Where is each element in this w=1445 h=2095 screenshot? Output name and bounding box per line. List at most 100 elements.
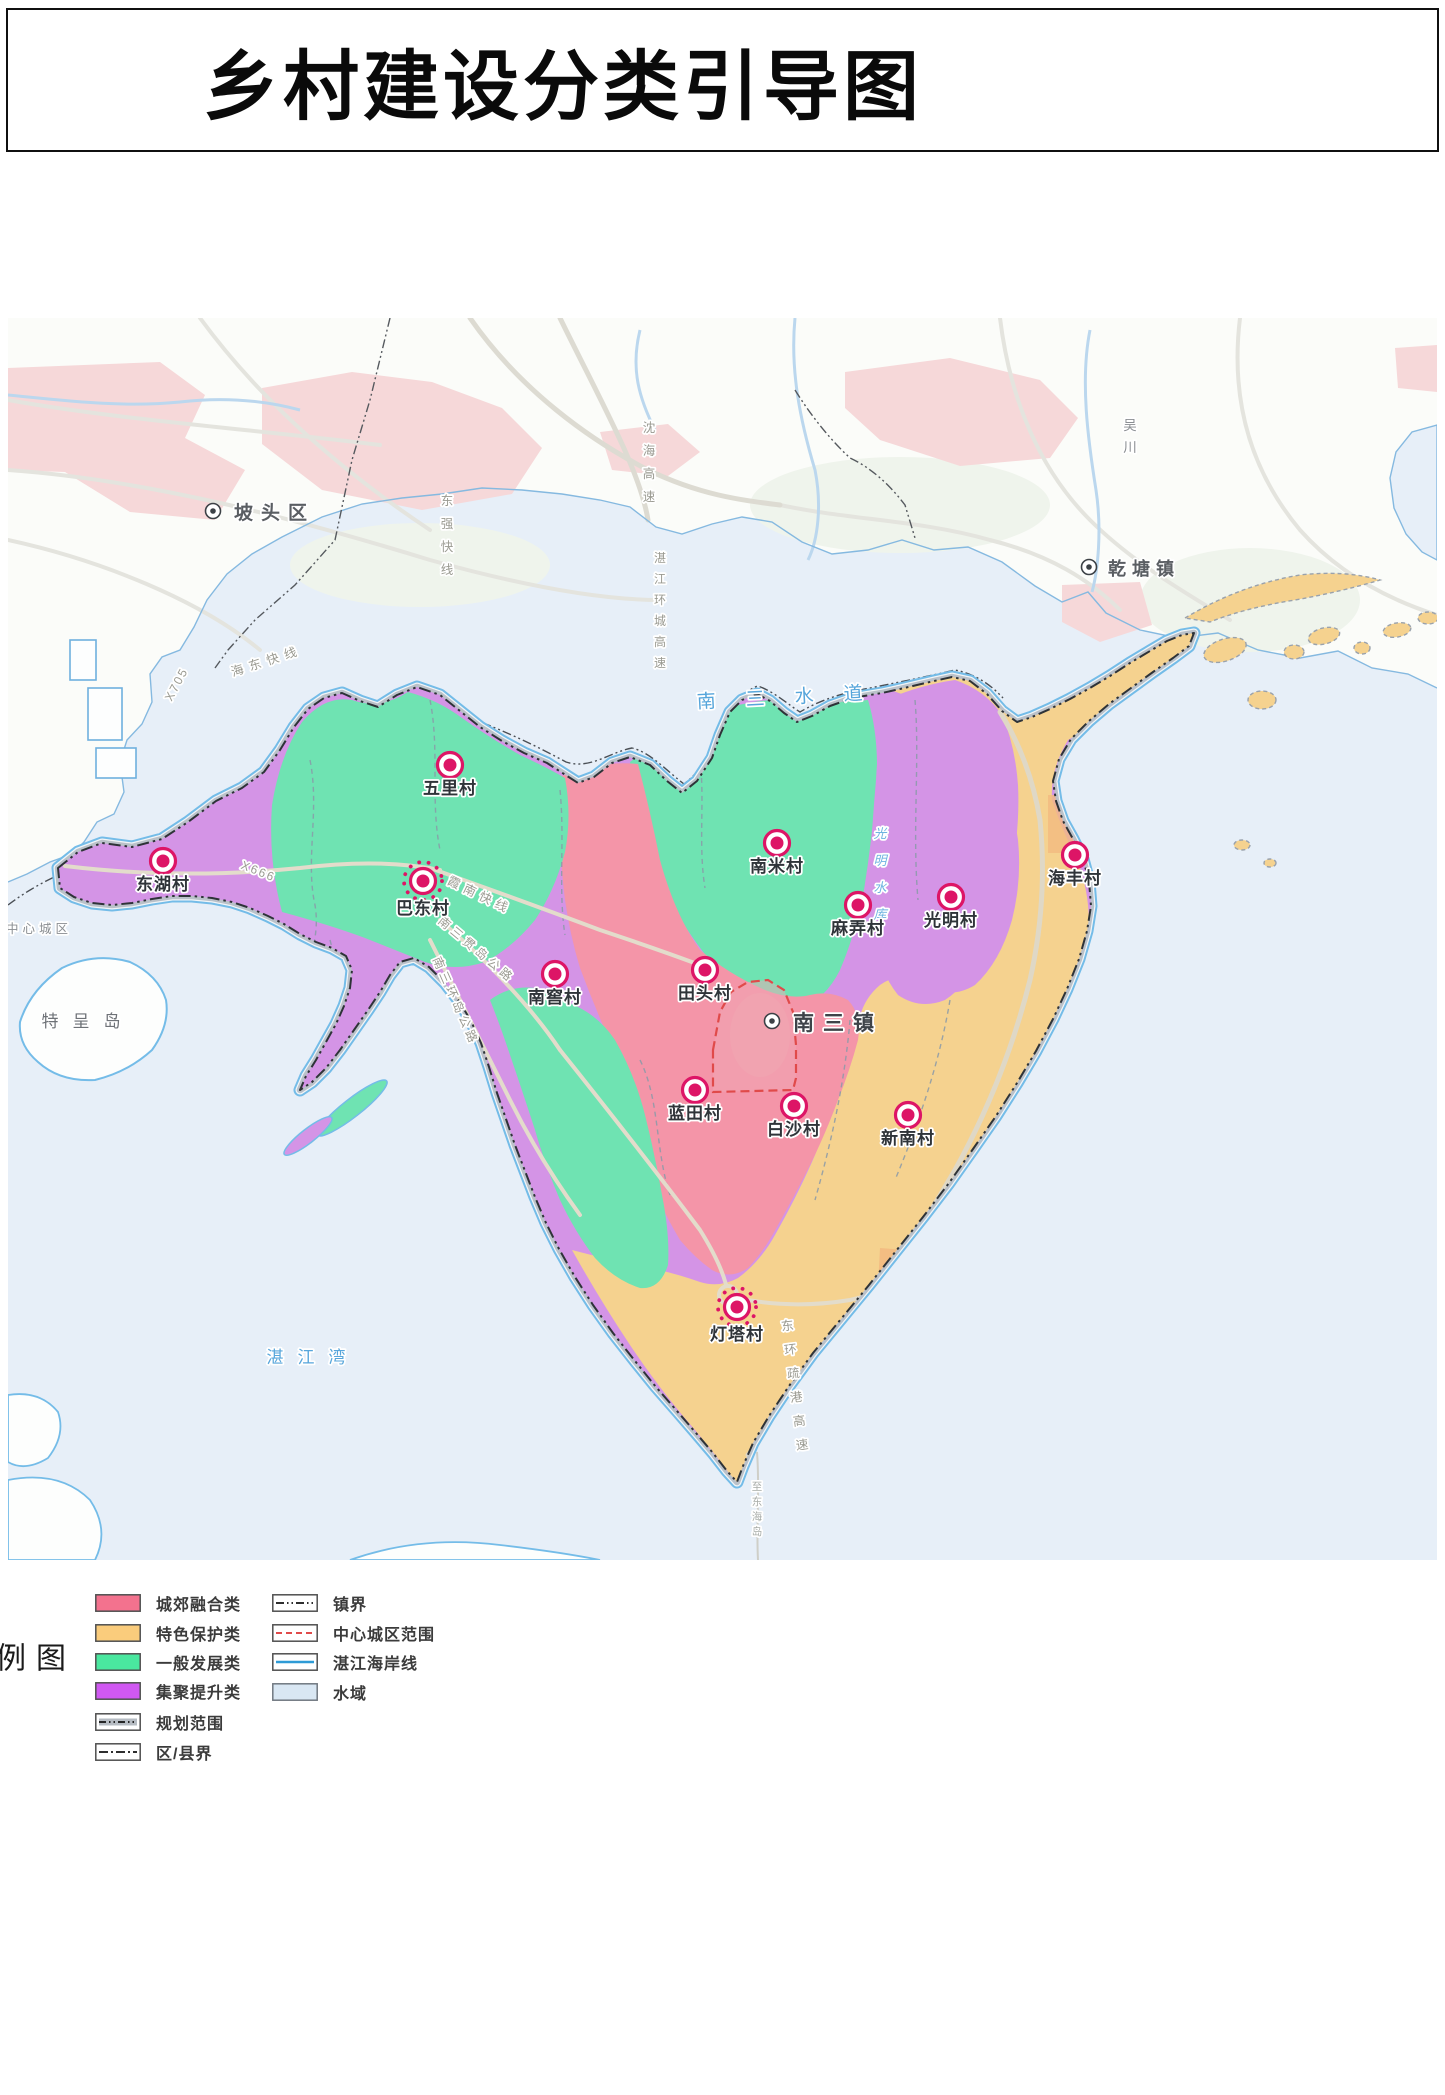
svg-text:明: 明 — [873, 853, 888, 868]
legend-swatch-fill — [95, 1624, 141, 1642]
legend-swatch-dashdotdot — [272, 1594, 318, 1612]
village-label: 南窖村 — [528, 987, 582, 1007]
svg-text:环: 环 — [654, 593, 666, 607]
legend-item: 规划范围 — [95, 1712, 225, 1733]
village-label: 麻弄村 — [830, 918, 885, 938]
legend-item-label: 水域 — [333, 1686, 368, 1703]
village-label: 南米村 — [750, 856, 804, 876]
village-marker: 蓝田村 — [666, 1075, 723, 1125]
legend-item: 镇界 — [272, 1593, 368, 1614]
village-marker: 海丰村 — [1046, 840, 1103, 890]
svg-text:高: 高 — [792, 1413, 806, 1429]
svg-text:江: 江 — [654, 572, 666, 586]
village-marker: 新南村 — [879, 1100, 936, 1150]
svg-text:高: 高 — [643, 466, 656, 481]
village-marker: 南窖村 — [526, 959, 583, 1009]
legend-swatch-dashdot — [95, 1743, 141, 1761]
legend-item-label: 特色保护类 — [156, 1627, 242, 1644]
legend-item: 湛江海岸线 — [272, 1652, 419, 1673]
village-label: 海丰村 — [1048, 868, 1102, 888]
village-dot-icon — [698, 963, 712, 977]
village-dot-icon — [944, 890, 958, 904]
village-marker: 田头村 — [676, 955, 733, 1005]
island-roads — [63, 861, 982, 1307]
village-dot-icon — [851, 898, 865, 912]
northeast-bay — [1389, 424, 1438, 562]
village-dot-icon — [688, 1083, 702, 1097]
spit-islets — [283, 1079, 388, 1157]
area-label: 中心城区 — [8, 921, 72, 936]
village-dot-icon — [1068, 848, 1082, 862]
legend-item-label: 湛江海岸线 — [333, 1656, 419, 1673]
svg-text:速: 速 — [654, 656, 666, 670]
village-dot-icon — [730, 1300, 744, 1314]
legend-item-label: 城郊融合类 — [156, 1597, 242, 1614]
map-canvas: 坡头区乾塘镇南三镇南三水道湛江湾光明水库特呈岛中心城区吴川沈海高速湛江环城高速东… — [4, 315, 1439, 1561]
village-dot-icon — [548, 967, 562, 981]
svg-text:海: 海 — [752, 1510, 763, 1523]
legend-heading: 图例 — [0, 1642, 64, 1672]
svg-text:速: 速 — [795, 1437, 810, 1452]
village-label: 田头村 — [678, 983, 732, 1003]
svg-text:港: 港 — [789, 1390, 804, 1405]
corner-lands — [7, 1393, 601, 1561]
svg-text:湛: 湛 — [654, 551, 666, 565]
area-label: 特呈岛 — [42, 1012, 135, 1031]
svg-text:速: 速 — [643, 490, 656, 504]
legend-item-label: 镇界 — [333, 1597, 368, 1614]
village-marker: 东湖村 — [134, 846, 191, 896]
town-label: 乾塘镇 — [1108, 558, 1180, 579]
page-title: 乡村建设分类引导图 — [203, 45, 923, 130]
island-region-green-south — [490, 987, 669, 1289]
svg-text:水: 水 — [873, 880, 887, 895]
town: 乾塘镇 — [1080, 556, 1180, 581]
town: 坡头区 — [204, 499, 315, 526]
svg-text:强: 强 — [441, 517, 454, 531]
village-label: 灯塔村 — [710, 1324, 764, 1344]
legend-swatch-reddash — [272, 1624, 318, 1642]
svg-text:至: 至 — [752, 1481, 763, 1493]
dotted-ring-icon — [716, 1286, 758, 1328]
title-band: 乡村建设分类引导图 — [6, 8, 1439, 152]
techeng-island — [18, 957, 168, 1082]
village-dot-icon — [443, 758, 457, 772]
ferry-line — [756, 1451, 760, 1561]
legend-item: 特色保护类 — [95, 1623, 242, 1644]
svg-text:高: 高 — [654, 634, 666, 649]
svg-text:东: 东 — [780, 1318, 794, 1333]
map-area: 坡头区 乾塘镇 南三镇 南三水道 湛江湾光明水库特呈岛 中心城区吴川沈海高速湛江环城高速东… — [4, 315, 1439, 1561]
svg-text:快: 快 — [441, 540, 454, 554]
svg-text:线: 线 — [441, 563, 454, 577]
svg-text:海: 海 — [643, 443, 656, 458]
village-label: 五里村 — [423, 778, 477, 798]
village-dot-icon — [156, 854, 170, 868]
legend-item: 一般发展类 — [95, 1652, 242, 1673]
svg-text:环: 环 — [783, 1342, 797, 1357]
county-boundaries-mainland — [214, 317, 916, 669]
village-dot-icon — [787, 1099, 801, 1113]
village-label: 蓝田村 — [668, 1103, 722, 1123]
legend-item: 中心城区范围 — [272, 1623, 435, 1644]
key-village-marker: 巴东村 — [394, 860, 451, 920]
island-region-green-north — [271, 692, 569, 967]
svg-text:城: 城 — [654, 614, 666, 628]
legend-swatch-waterfill — [272, 1683, 318, 1701]
village-marker: 白沙村 — [765, 1091, 822, 1141]
legend-item: 城郊融合类 — [95, 1593, 242, 1614]
village-dot-icon — [901, 1108, 915, 1122]
svg-text:岛: 岛 — [752, 1525, 763, 1538]
village-dot-icon — [416, 874, 430, 888]
port-structures — [69, 639, 137, 779]
legend-item-label: 规划范围 — [156, 1716, 225, 1733]
town-label: 南三镇 — [793, 1011, 883, 1035]
legend-item-label: 一般发展类 — [156, 1656, 242, 1673]
town-label: 坡头区 — [234, 501, 315, 524]
village-marker: 五里村 — [421, 750, 478, 800]
village-marker: 南米村 — [748, 828, 805, 878]
